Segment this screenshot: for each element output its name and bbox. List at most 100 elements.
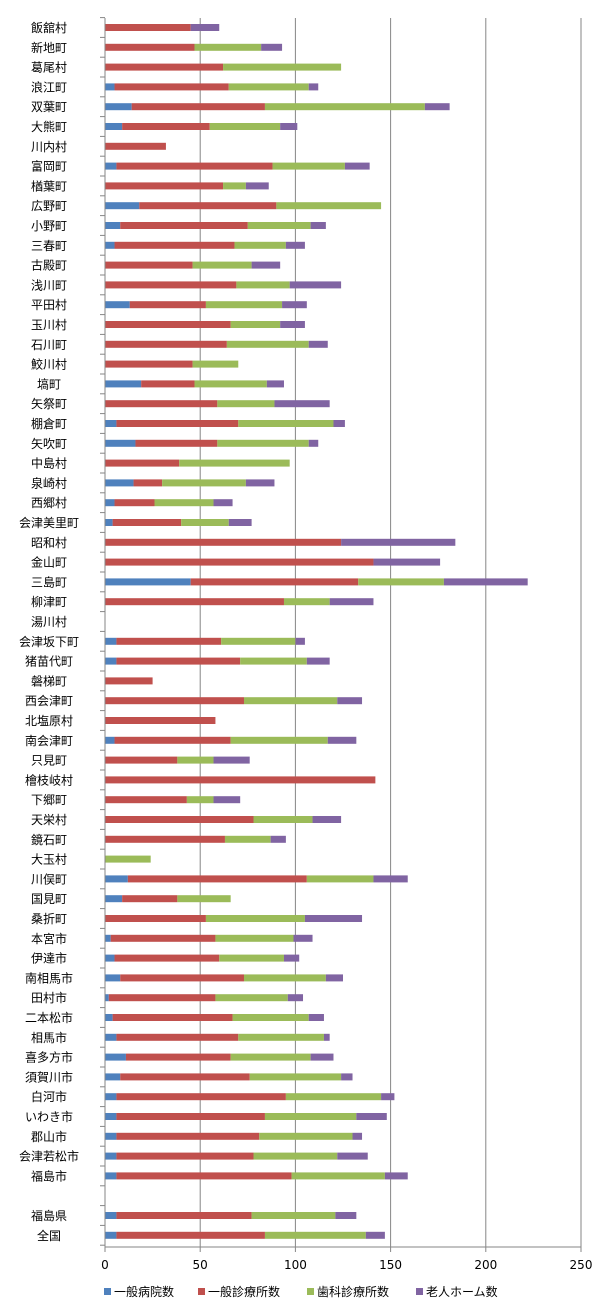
bar-segment [105,1212,117,1219]
category-label: 喜多方市 [25,1050,73,1065]
bar-segment [238,420,334,427]
category-label: 西会津町 [25,694,73,708]
legend-label: 一般診療所数 [208,1284,280,1299]
x-tick-labels: 0 50 100 150 200 250 [101,1258,592,1272]
bar-segment [105,459,180,467]
bar-segment [384,1172,408,1180]
bar-segment [228,519,252,526]
bar-segment [356,1113,387,1120]
bar-segment [105,63,224,71]
bar-segment [105,697,244,705]
bar-segment [162,479,246,487]
bar-segment [105,360,193,368]
bar-segment [116,162,273,170]
bar-segment [129,301,206,309]
bar-segment [264,1113,357,1120]
bar-segment [120,222,248,229]
bar-segment [105,400,218,408]
legend-label: 老人ホーム数 [426,1284,498,1299]
bar-segment [304,915,363,922]
bar-segment [112,519,182,526]
bar-segment [228,83,309,91]
bar-segment [224,835,271,843]
bar-segment [337,1152,368,1160]
bar-segment [181,519,229,526]
bar-segment [217,439,309,447]
bar-segment [105,439,136,447]
bar-segment [105,598,284,606]
bar-segment [116,1113,265,1120]
bar-segment [105,855,151,863]
bar-segment [116,420,239,427]
bar-segment [234,241,286,249]
bar-segment [264,1231,366,1239]
bar-segment [105,24,191,31]
bar-segment [105,142,166,150]
category-label: 天栄村 [31,813,67,827]
bar-segment [105,538,342,546]
bar-segment [105,637,117,645]
bar-segment [308,340,328,348]
bar-segment [312,816,342,823]
legend-item: 歯科診療所数 [307,1284,389,1299]
legend-swatch [307,1288,314,1295]
bar-segment [122,895,178,903]
bar-segment [116,1033,239,1041]
bar-segment [105,776,376,784]
x-tick-label: 200 [474,1258,497,1272]
category-label: 大玉村 [31,853,67,867]
category-labels: 飯舘村新地町葛尾村浪江町双葉町大熊町川内村富岡町楢葉町広野町小野町三春町古殿町浅… [19,20,79,1243]
x-tick-label: 150 [379,1258,402,1272]
x-tick-label: 250 [570,1258,593,1272]
category-label: 葛尾村 [31,61,67,75]
bar-segment [105,1172,117,1180]
bars [105,24,528,1239]
bar-segment [105,974,121,982]
bar-segment [105,123,123,130]
category-label: 会津坂下町 [19,635,79,649]
bar-segment [114,83,229,91]
bar-segment [293,934,313,942]
bar-segment [105,756,178,764]
category-label: 田村市 [31,990,67,1005]
bar-segment [306,875,374,883]
bar-segment [344,162,370,170]
bar-segment [230,736,328,744]
bar-segment [177,756,214,764]
bar-segment [105,994,109,1002]
category-label: 富岡町 [31,159,67,174]
bar-segment [341,538,456,546]
category-label: 広野町 [31,199,67,213]
bar-segment [179,459,290,467]
category-label: 矢吹町 [31,437,67,451]
bar-segment [105,301,130,309]
bar-segment [352,1132,363,1140]
category-label: 双葉町 [31,100,67,114]
category-label: 浅川町 [31,278,67,292]
category-label: 石川町 [31,338,67,352]
bar-segment [105,1231,117,1239]
bar-segment [264,103,425,111]
axes [100,17,582,1252]
category-label: 北塩原村 [25,713,73,728]
category-label: 新地町 [31,40,67,55]
category-label: 玉川村 [31,318,67,332]
bar-segment [105,83,115,91]
bar-segment [270,835,286,843]
bar-segment [219,954,284,962]
bar-segment [245,182,269,190]
bar-segment [215,934,294,942]
bar-segment [259,1132,353,1140]
bar-segment [295,637,305,645]
bar-segment [105,796,187,804]
legend-label: 一般病院数 [114,1284,174,1299]
legend-label: 歯科診療所数 [317,1284,389,1299]
bar-segment [131,103,265,111]
bar-segment [223,63,342,71]
bar-segment [282,301,307,309]
bar-segment [333,420,345,427]
category-label: 全国 [37,1228,61,1243]
bar-segment [240,657,307,665]
category-label: 昭和村 [31,536,67,550]
bar-segment [308,439,319,447]
